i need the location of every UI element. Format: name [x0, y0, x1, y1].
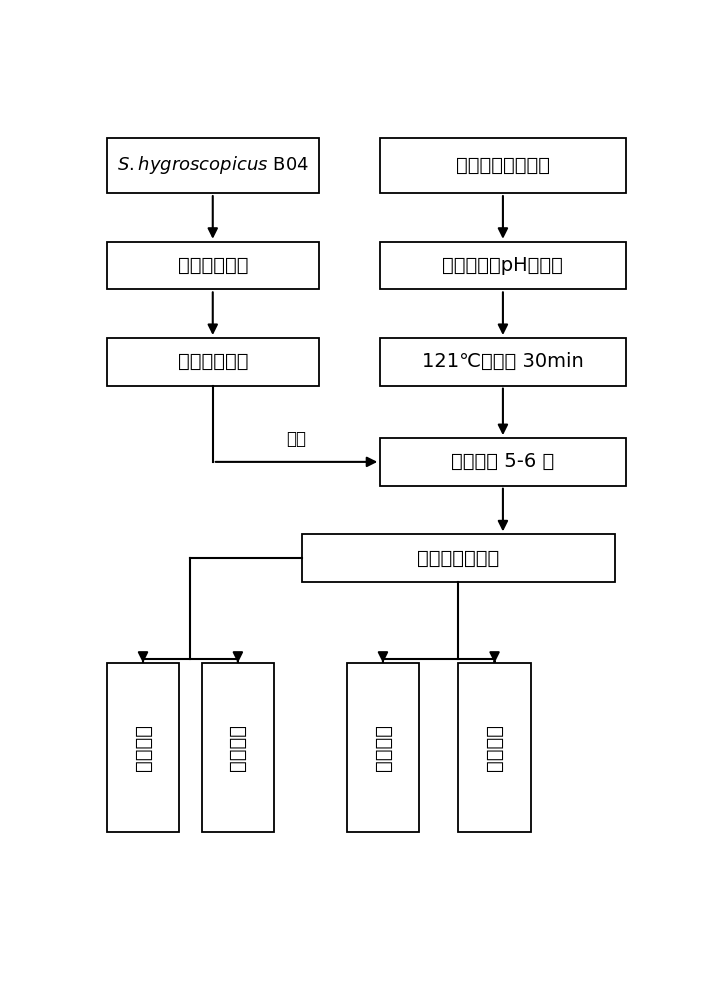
Text: 放线菌生防制剂: 放线菌生防制剂: [417, 549, 500, 568]
Bar: [302, 534, 615, 582]
Text: 制备发酵种子: 制备发酵种子: [178, 352, 248, 371]
Text: 盆栽实验: 盆栽实验: [374, 724, 392, 771]
Bar: [107, 138, 319, 193]
Text: 蚯蚁糪和麦皮混合: 蚯蚁糪和麦皮混合: [456, 156, 550, 175]
Bar: [459, 663, 531, 832]
Text: 调节水分、pH，装罐: 调节水分、pH，装罐: [443, 256, 563, 275]
Bar: [107, 338, 319, 386]
Text: 固体发酵 5-6 天: 固体发酵 5-6 天: [451, 452, 554, 471]
Text: 摇瓶扩大培养: 摇瓶扩大培养: [178, 256, 248, 275]
Bar: [380, 338, 626, 386]
Bar: [380, 242, 626, 289]
Text: 接种: 接种: [287, 430, 307, 448]
Bar: [107, 242, 319, 289]
Text: 田间应用: 田间应用: [485, 724, 504, 771]
Text: $\it{S. hygroscopicus}$ B04: $\it{S. hygroscopicus}$ B04: [117, 154, 309, 176]
Text: 121℃，灭菌 30min: 121℃，灭菌 30min: [422, 352, 584, 371]
Bar: [380, 138, 626, 193]
Bar: [347, 663, 419, 832]
Bar: [380, 438, 626, 486]
Text: 活菌计数: 活菌计数: [133, 724, 153, 771]
Text: 拮抗活性: 拮抗活性: [228, 724, 248, 771]
Bar: [202, 663, 274, 832]
Bar: [107, 663, 179, 832]
